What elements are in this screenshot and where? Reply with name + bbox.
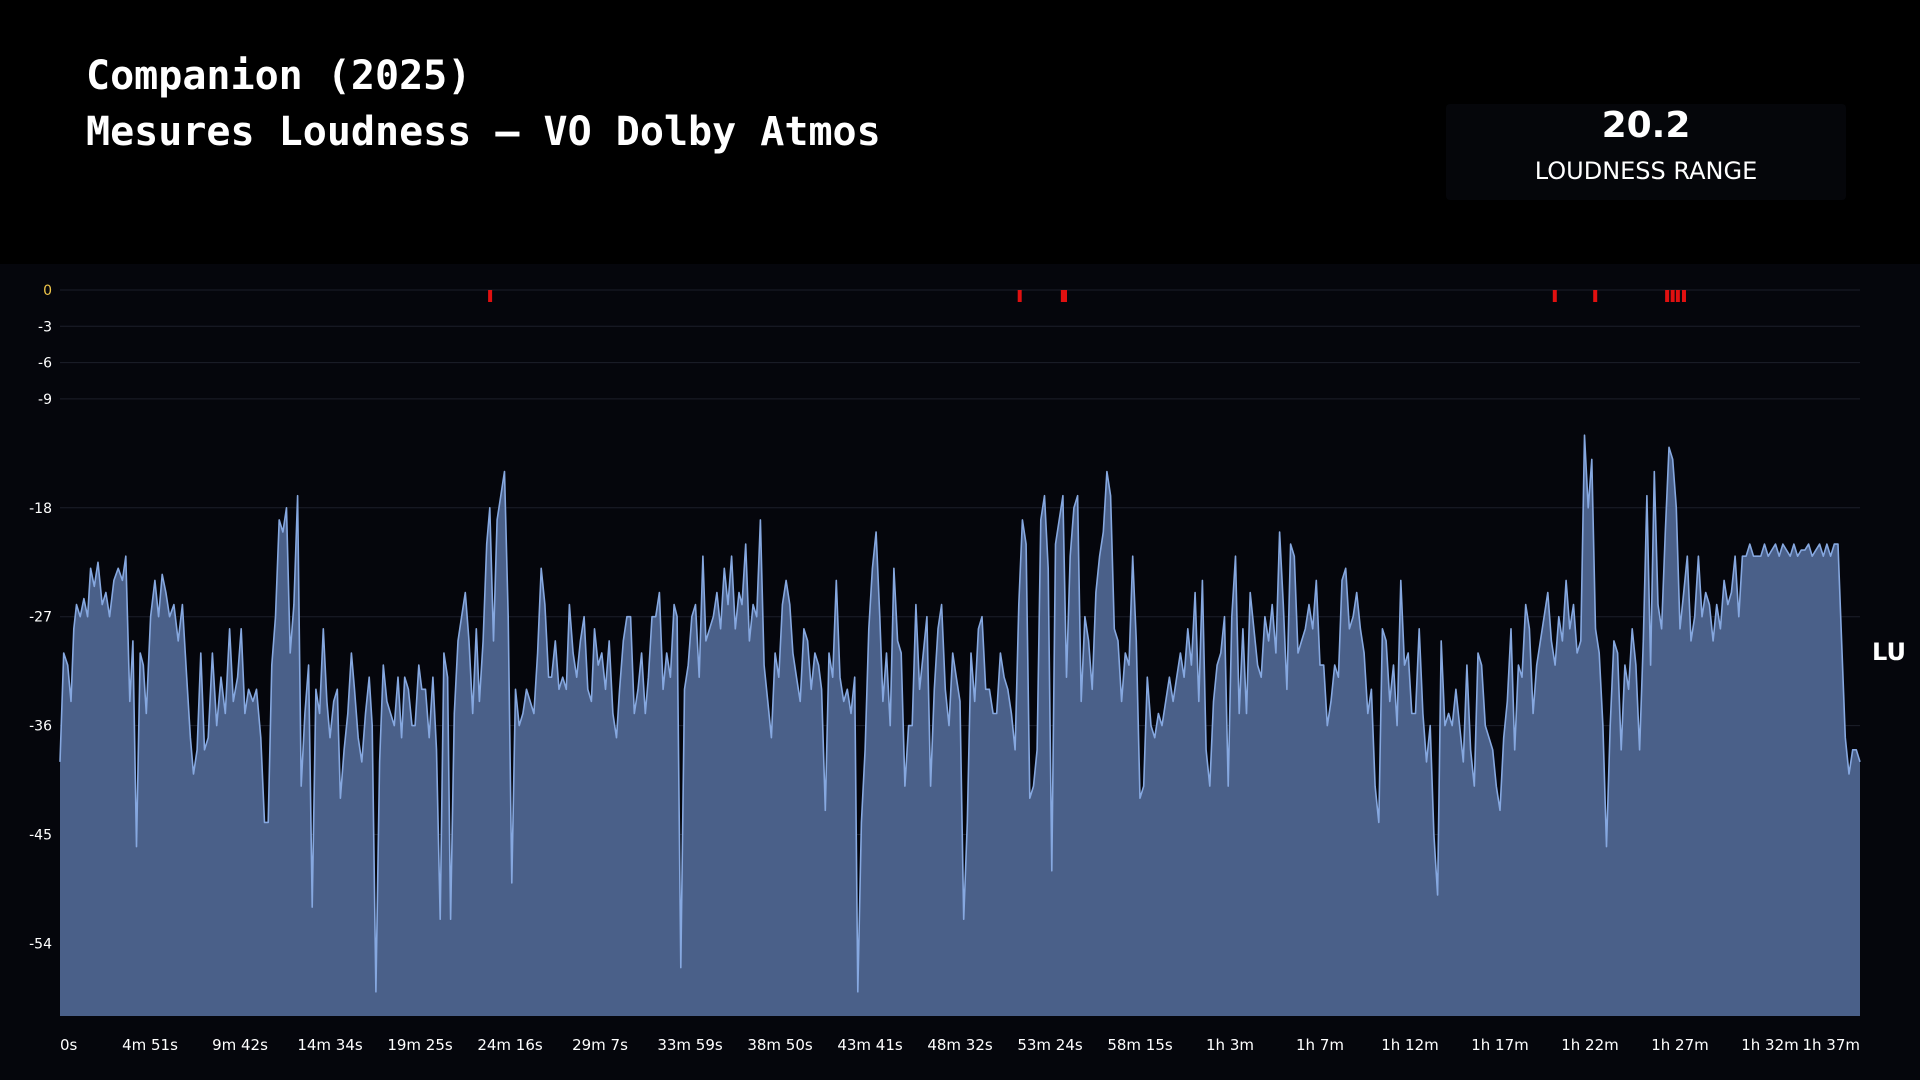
x-tick-label: 38m 50s [747, 1036, 813, 1054]
x-tick-label: 1h 12m [1381, 1036, 1439, 1054]
peak-marker [1593, 290, 1598, 302]
y-tick-label: -36 [29, 719, 52, 735]
x-tick-label: 1h 7m [1296, 1036, 1344, 1054]
y-tick-label: 0 [43, 283, 52, 299]
x-tick-label: 33m 59s [657, 1036, 723, 1054]
peak-marker [1552, 290, 1557, 302]
x-tick-label: 48m 32s [927, 1036, 993, 1054]
area-layer [59, 434, 1861, 1016]
y-tick-label: -27 [29, 610, 52, 626]
peak-marker [1665, 290, 1670, 302]
y-tick-label: -18 [29, 501, 52, 517]
title-line-2: Mesures Loudness – VO Dolby Atmos [86, 109, 881, 155]
y-tick-label: -45 [29, 828, 52, 844]
y-axis-unit-label: LU [1872, 638, 1906, 666]
loudness-range-card: 20.2 LOUDNESS RANGE [1446, 104, 1846, 200]
peak-marker-layer [488, 290, 1686, 302]
x-tick-label: 4m 51s [122, 1036, 178, 1054]
x-tick-label: 1h 37m [1802, 1036, 1860, 1054]
y-tick-label: -6 [38, 356, 52, 372]
peak-marker [488, 290, 493, 302]
peak-marker [1681, 290, 1686, 302]
y-tick-label: -3 [38, 319, 52, 335]
peak-marker [1675, 290, 1680, 302]
y-axis-ticks: 0 -3 -6 -9 -18 -27 -36 -45 -54 [29, 283, 52, 952]
x-tick-label: 19m 25s [387, 1036, 453, 1054]
peak-marker [1060, 290, 1065, 302]
x-tick-label: 24m 16s [477, 1036, 543, 1054]
title-line-1: Companion (2025) [86, 53, 472, 99]
peak-marker [1017, 290, 1022, 302]
x-tick-label: 1h 17m [1471, 1036, 1529, 1054]
peak-marker [1670, 290, 1675, 302]
x-tick-label: 1h 3m [1206, 1036, 1254, 1054]
x-tick-label: 43m 41s [837, 1036, 903, 1054]
y-tick-label: -9 [38, 392, 52, 408]
x-tick-label: 1h 32m [1741, 1036, 1799, 1054]
loudness-range-label: LOUDNESS RANGE [1534, 157, 1758, 185]
x-tick-label: 29m 7s [572, 1036, 628, 1054]
peak-marker [1063, 290, 1067, 302]
y-tick-label: -54 [29, 936, 52, 952]
x-tick-label: 14m 34s [297, 1036, 363, 1054]
x-tick-label: 58m 15s [1107, 1036, 1173, 1054]
x-tick-label: 1h 27m [1651, 1036, 1709, 1054]
x-tick-label: 1h 22m [1561, 1036, 1619, 1054]
x-tick-label: 9m 42s [212, 1036, 268, 1054]
chart-title: Companion (2025) Mesures Loudness – VO D… [86, 48, 881, 160]
series-line [59, 434, 1861, 993]
x-tick-label: 0s [60, 1036, 78, 1054]
loudness-range-value: 20.2 [1601, 105, 1691, 146]
x-axis-ticks: 0s 4m 51s 9m 42s 14m 34s 19m 25s 24m 16s 29m 7… [60, 1036, 1860, 1054]
loudness-chart: 0 -3 -6 -9 -18 -27 -36 -45 -54 0s 4m 51s 9m 42s 14m… [29, 283, 1861, 1054]
x-tick-label: 53m 24s [1017, 1036, 1083, 1054]
